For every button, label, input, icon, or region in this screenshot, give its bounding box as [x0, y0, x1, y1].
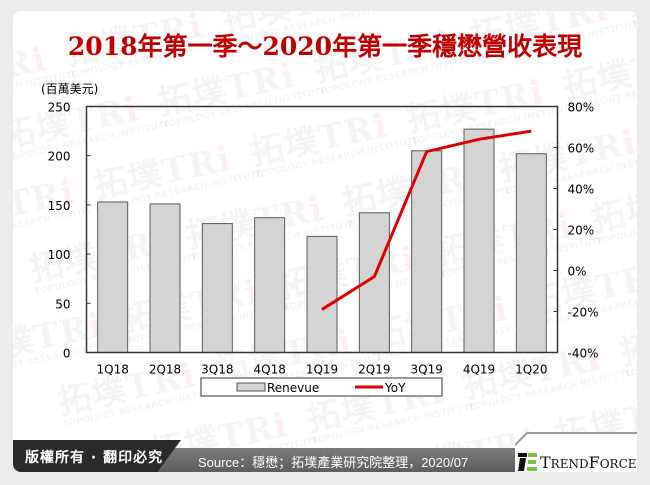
x-tick-label: 4Q18: [253, 363, 285, 377]
footer-copyright-band: 版權所有 · 翻印必究: [13, 440, 181, 472]
yoy-line: [321, 129, 532, 311]
bar-1q18: [97, 201, 129, 353]
y-tick-label: 0: [63, 347, 71, 361]
chart-title: 2018年第一季～2020年第一季穩懋營收表現: [67, 32, 583, 61]
logo-divider: [515, 432, 637, 446]
logo-area: [515, 432, 637, 472]
bar-1q20: [515, 153, 547, 353]
x-tick-label: 3Q19: [410, 363, 442, 377]
x-tick-label: 4Q19: [463, 363, 495, 377]
legend-swatch-revenue: [236, 382, 266, 392]
y-tick-label: 250: [48, 101, 71, 115]
y-tick-label: 50: [55, 297, 70, 311]
y2-tick-label: 20%: [568, 224, 595, 238]
y-tick-label: 100: [48, 248, 71, 262]
x-tick-label: 3Q18: [201, 363, 233, 377]
bar-2q18: [149, 203, 181, 353]
trendforce-logo-text: TRENDFORCE: [540, 453, 637, 472]
legend-label-revenue: Renevue: [267, 381, 319, 395]
source-text: Source：穩懋；拓墣產業研究院整理，2020/07: [198, 455, 469, 470]
bar-3q19: [411, 150, 443, 353]
bar-4q18: [254, 217, 286, 353]
copyright-text: 版權所有 · 翻印必究: [25, 450, 164, 466]
y2-tick-label: 60%: [568, 142, 595, 156]
y2-tick-label: -40%: [568, 347, 599, 361]
bar-4q19: [463, 128, 495, 353]
bar-2q19: [358, 212, 390, 353]
x-tick-label: 1Q19: [306, 363, 338, 377]
y-tick-label: 200: [48, 150, 71, 164]
y2-tick-label: 80%: [568, 101, 595, 115]
bar-1q19: [306, 235, 338, 353]
bar-3q18: [201, 223, 233, 353]
x-tick-label: 1Q20: [515, 363, 547, 377]
y-tick-label: 150: [48, 199, 71, 213]
x-tick-label: 1Q18: [96, 363, 128, 377]
y2-tick-label: 40%: [568, 183, 595, 197]
y-axis-unit-label: (百萬美元): [41, 82, 99, 96]
y2-tick-label: 0%: [568, 265, 587, 279]
footer-source-band: Source：穩懋；拓墣產業研究院整理，2020/07: [150, 448, 528, 472]
y2-tick-label: -20%: [568, 306, 599, 320]
x-tick-label: 2Q19: [358, 363, 390, 377]
x-tick-label: 2Q18: [149, 363, 181, 377]
legend-label-yoy: YoY: [384, 381, 406, 395]
trendforce-logo-icon: [518, 453, 537, 471]
